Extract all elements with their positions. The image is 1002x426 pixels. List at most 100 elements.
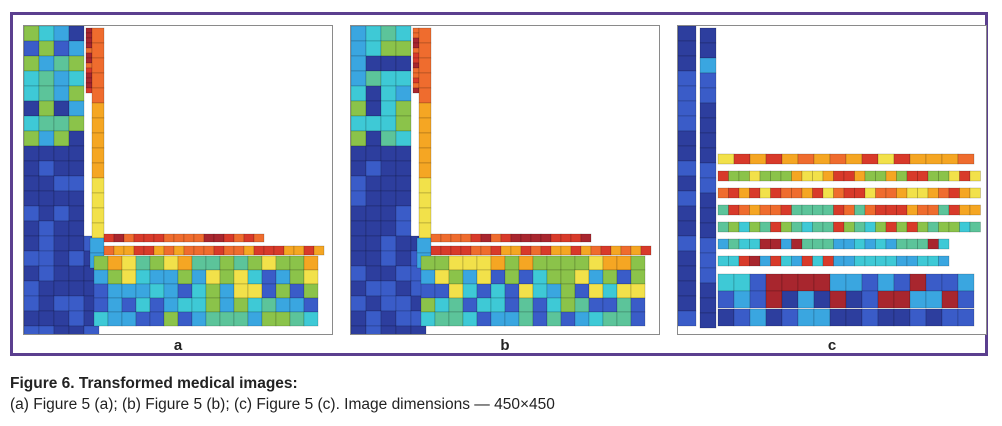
mosaic-block [68,70,85,87]
mosaic-block [470,245,482,256]
panel-a-label: a [173,337,183,354]
mosaic-block [261,311,277,327]
mosaic-block [738,204,750,216]
mosaic-block [395,70,412,87]
mosaic-block [163,255,179,271]
mosaic-block [303,297,319,313]
mosaic-block [24,160,40,177]
mosaic-block [678,265,697,282]
mosaic-block [893,153,911,165]
mosaic-block [243,233,255,243]
mosaic-block [418,207,432,224]
mosaic-block [135,283,151,299]
mosaic-block [440,233,452,243]
mosaic-block [917,238,929,250]
mosaic-block [574,269,590,285]
mosaic-block [380,220,397,237]
mosaic-block [600,245,612,256]
mosaic-block [38,190,55,207]
mosaic-block [780,204,792,216]
mosaic-block [728,221,740,233]
mosaic-block [149,297,165,313]
mosaic-block [412,32,420,39]
mosaic-block [247,269,263,285]
mosaic-block [749,255,761,267]
mosaic-block [365,235,382,252]
mosaic-block [85,82,93,89]
mosaic-block [959,204,971,216]
mosaic-block [261,297,277,313]
mosaic-block [875,187,887,199]
mosaic-block [717,187,729,199]
mosaic-block [699,207,717,224]
mosaic-block [107,311,123,327]
mosaic-block [699,162,717,179]
mosaic-block [717,153,735,165]
mosaic-block [791,255,803,267]
mosaic-block [893,290,911,309]
mosaic-block [546,283,562,299]
mosaic-block [717,290,735,309]
mosaic-block [149,269,165,285]
mosaic-block [303,283,319,299]
mosaic-block [948,204,960,216]
mosaic-block [480,245,492,256]
mosaic-block [462,283,478,299]
mosaic-block [24,220,40,237]
mosaic-block [861,153,879,165]
mosaic-block [289,297,305,313]
mosaic-block [177,255,193,271]
mosaic-block [588,311,604,327]
mosaic-block [38,70,55,87]
mosaic-block [68,235,85,252]
mosaic-block [948,221,960,233]
mosaic-block [261,255,277,271]
mosaic-block [53,55,70,72]
panel-c-mosaic [678,26,981,329]
mosaic-block [770,170,782,182]
mosaic-block [590,245,602,256]
mosaic-block [395,280,412,297]
mosaic-block [822,238,834,250]
mosaic-block [781,308,799,327]
mosaic-block [53,115,70,132]
mosaic-block [121,311,137,327]
caption-body: (a) Figure 5 (a); (b) Figure 5 (b); (c) … [10,396,555,413]
mosaic-block [845,290,863,309]
mosaic-block [412,57,420,64]
mosaic-block [351,130,367,147]
mosaic-block [462,255,478,271]
mosaic-block [699,252,717,269]
mosaic-block [351,265,367,282]
mosaic-block [699,237,717,254]
mosaic-block [791,187,803,199]
mosaic-block [380,205,397,222]
mosaic-block [678,280,697,297]
mosaic-block [941,273,959,292]
mosaic-block [53,100,70,117]
mosaic-block [412,52,420,59]
mosaic-block [68,55,85,72]
mosaic-block [38,85,55,102]
mosaic-block [68,85,85,102]
mosaic-block [275,269,291,285]
mosaic-block [885,204,897,216]
mosaic-block [89,237,105,254]
mosaic-block [261,283,277,299]
mosaic-block [875,238,887,250]
mosaic-block [434,283,450,299]
mosaic-block [91,162,105,179]
mosaic-block [938,204,950,216]
mosaic-block [177,269,193,285]
mosaic-block [38,205,55,222]
caption-title: Figure 6. Transformed medical images: [10,375,298,392]
mosaic-block [822,187,834,199]
mosaic-block [412,87,420,94]
mosaic-block [247,297,263,313]
mosaic-block [917,170,929,182]
mosaic-block [205,283,221,299]
mosaic-block [53,265,70,282]
mosaic-block [223,245,235,256]
mosaic-block [53,250,70,267]
mosaic-block [91,102,105,119]
